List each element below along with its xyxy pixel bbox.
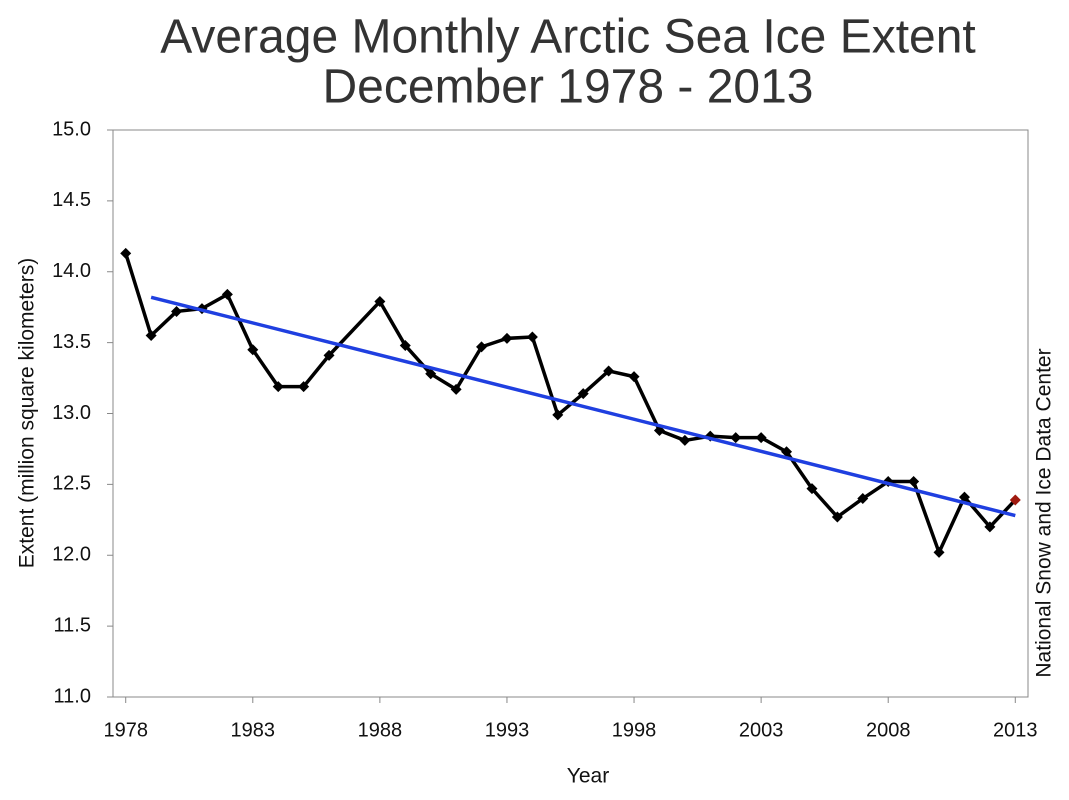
point-marker [857, 493, 869, 505]
y-tick-label: 14.0 [52, 260, 91, 282]
point-marker [476, 341, 488, 353]
point-marker [247, 344, 259, 356]
point-marker [933, 546, 945, 558]
y-tick-label: 14.5 [52, 189, 91, 211]
point-marker [603, 365, 615, 377]
plot-frame [112, 129, 1029, 698]
point-marker [221, 288, 233, 300]
point-marker [908, 476, 920, 488]
point-marker [323, 349, 335, 361]
point-marker [501, 332, 513, 344]
y-tick-label: 15.0 [52, 118, 91, 140]
point-marker [577, 388, 589, 400]
y-tick-label: 13.0 [52, 402, 91, 424]
y-tick-label: 12.0 [52, 544, 91, 566]
x-tick-label: 1998 [612, 719, 657, 741]
point-marker [399, 339, 411, 351]
point-marker [298, 381, 310, 393]
point-marker [425, 368, 437, 380]
x-tick-label: 2008 [866, 719, 911, 741]
x-tick-label: 1993 [485, 719, 530, 741]
y-axis-label: Extent (million square kilometers) [16, 258, 39, 568]
x-tick-label: 1988 [358, 719, 403, 741]
x-tick-label: 2003 [739, 719, 784, 741]
x-axis-label: Year [567, 765, 609, 788]
point-marker [120, 247, 132, 259]
point-marker [526, 331, 538, 343]
y-tick-label: 11.5 [54, 614, 91, 636]
point-marker [755, 432, 767, 444]
chart-title: Average Monthly Arctic Sea Ice Extent [160, 11, 976, 64]
point-marker [730, 432, 742, 444]
x-tick-label: 1983 [231, 719, 276, 741]
point-marker [781, 446, 793, 458]
point-marker [628, 371, 640, 383]
y-tick-label: 11.0 [54, 685, 91, 707]
trend-line [150, 295, 1016, 518]
point-marker [806, 483, 818, 495]
point-marker [831, 511, 843, 523]
point-marker [450, 383, 462, 395]
source-note: National Snow and Ice Data Center [1033, 348, 1056, 677]
point-marker [958, 491, 970, 503]
x-tick-label: 1978 [103, 719, 148, 741]
x-tick-label: 2013 [993, 719, 1038, 741]
point-marker [374, 296, 386, 308]
point-marker [1009, 494, 1021, 506]
point-marker [679, 434, 691, 446]
y-tick-label: 12.5 [52, 473, 91, 495]
point-marker [272, 381, 284, 393]
point-marker [145, 330, 157, 342]
y-tick-label: 13.5 [52, 331, 91, 353]
chart-title: December 1978 - 2013 [323, 61, 814, 114]
point-marker [984, 521, 996, 533]
point-marker [171, 305, 183, 317]
point-marker [552, 409, 564, 421]
